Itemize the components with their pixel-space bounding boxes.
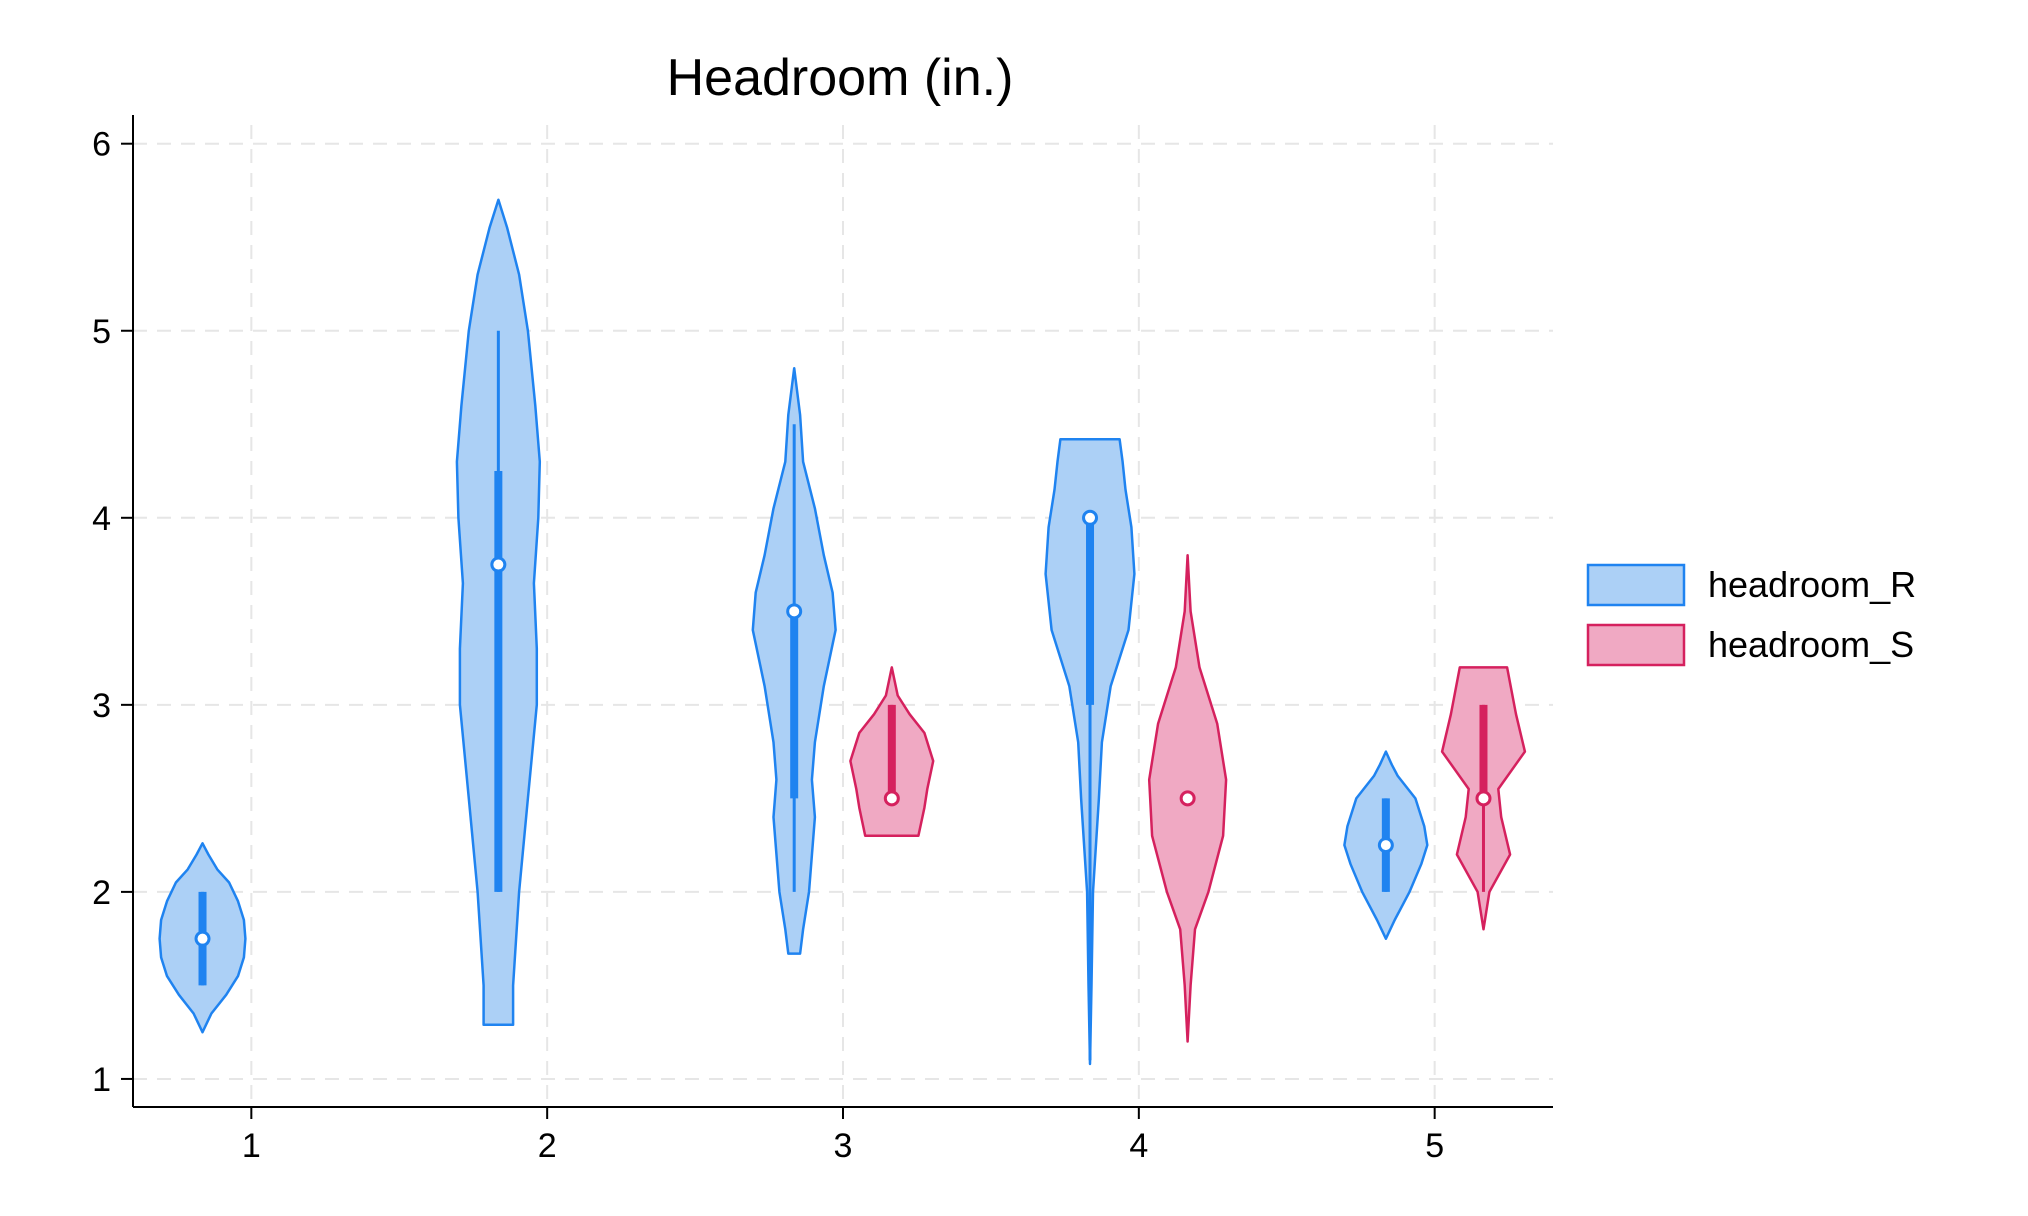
y-tick-label: 2 <box>92 874 111 912</box>
violin-median-marker <box>883 790 900 807</box>
violin-median-marker <box>490 556 507 573</box>
x-tick-label: 2 <box>538 1127 557 1165</box>
x-tick-label: 1 <box>242 1127 261 1165</box>
y-tick-label: 6 <box>92 126 111 164</box>
legend-label: headroom_S <box>1708 624 1914 665</box>
grid-lines <box>133 125 1553 1107</box>
y-tick-label: 3 <box>92 687 111 725</box>
axes: 1 2 3 4 5 6 1 2 3 4 5 <box>92 115 1553 1165</box>
violin-median-marker <box>786 603 803 620</box>
violin-median-marker <box>194 930 211 947</box>
violin-median-marker <box>1179 790 1196 807</box>
legend: headroom_R headroom_S <box>1586 563 1916 667</box>
legend-swatch <box>1586 623 1686 667</box>
violin-median-marker <box>1377 837 1394 854</box>
x-tick-label: 5 <box>1425 1127 1444 1165</box>
y-tick-label: 5 <box>92 313 111 351</box>
violins <box>158 198 1527 1066</box>
legend-label: headroom_R <box>1708 564 1916 605</box>
legend-swatch <box>1586 563 1686 607</box>
violin-median-marker <box>1082 509 1099 526</box>
y-tick-label: 1 <box>92 1061 111 1099</box>
x-tick-label: 3 <box>834 1127 853 1165</box>
violin-median-marker <box>1475 790 1492 807</box>
chart-title: Headroom (in.) <box>667 49 1014 107</box>
x-tick-label: 4 <box>1129 1127 1148 1165</box>
y-tick-label: 4 <box>92 500 111 538</box>
